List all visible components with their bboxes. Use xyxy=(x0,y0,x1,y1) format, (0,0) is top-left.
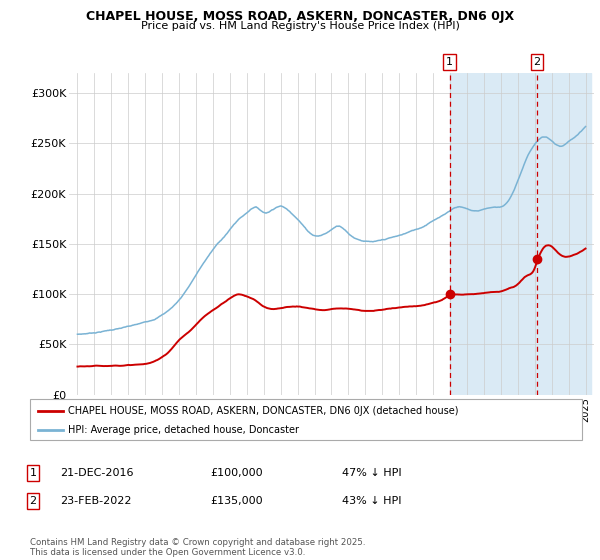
Text: Contains HM Land Registry data © Crown copyright and database right 2025.
This d: Contains HM Land Registry data © Crown c… xyxy=(30,538,365,557)
Text: CHAPEL HOUSE, MOSS ROAD, ASKERN, DONCASTER, DN6 0JX (detached house): CHAPEL HOUSE, MOSS ROAD, ASKERN, DONCAST… xyxy=(68,405,458,416)
Text: 21-DEC-2016: 21-DEC-2016 xyxy=(60,468,133,478)
Text: 43% ↓ HPI: 43% ↓ HPI xyxy=(342,496,401,506)
Text: £135,000: £135,000 xyxy=(210,496,263,506)
Text: CHAPEL HOUSE, MOSS ROAD, ASKERN, DONCASTER, DN6 0JX: CHAPEL HOUSE, MOSS ROAD, ASKERN, DONCAST… xyxy=(86,10,514,22)
Text: 23-FEB-2022: 23-FEB-2022 xyxy=(60,496,131,506)
Text: 2: 2 xyxy=(29,496,37,506)
Text: 1: 1 xyxy=(29,468,37,478)
Text: Price paid vs. HM Land Registry's House Price Index (HPI): Price paid vs. HM Land Registry's House … xyxy=(140,21,460,31)
Text: 47% ↓ HPI: 47% ↓ HPI xyxy=(342,468,401,478)
Text: 2: 2 xyxy=(533,57,541,67)
Text: 1: 1 xyxy=(446,57,453,67)
Text: HPI: Average price, detached house, Doncaster: HPI: Average price, detached house, Donc… xyxy=(68,424,299,435)
Bar xyxy=(449,73,590,395)
Text: £100,000: £100,000 xyxy=(210,468,263,478)
